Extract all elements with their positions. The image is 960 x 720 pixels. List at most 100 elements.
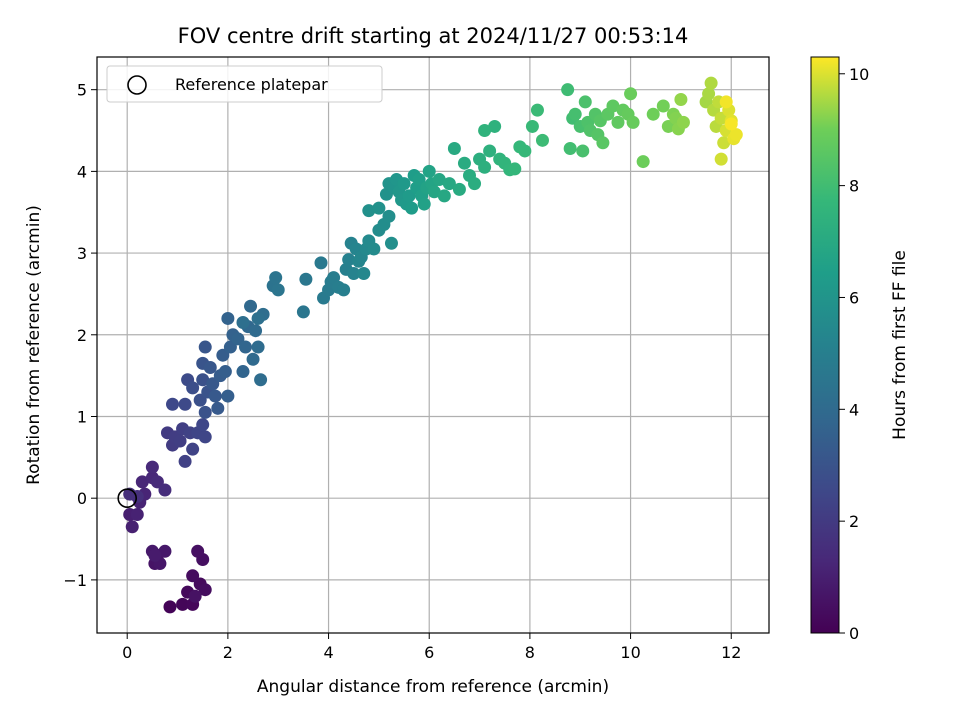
data-point [314,256,328,270]
data-point [432,173,446,187]
data-point [221,389,235,403]
y-tick-label: 4 [77,162,87,181]
data-point [422,164,436,178]
data-point [478,160,492,174]
colorbar-ticks: 0 2 4 6 8 10 [839,65,869,643]
data-point [145,460,159,474]
legend-entry-reference: Reference platepar [175,75,328,94]
data-point [158,483,172,497]
data-point [397,177,411,191]
data-point [208,389,222,403]
data-point [196,418,210,432]
data-point [249,324,263,338]
data-point [624,87,638,101]
data-point [357,267,371,281]
colorbar-label: Hours from first FF file [890,250,910,440]
x-tick-label: 12 [721,643,741,662]
colorbar-tick-label: 0 [849,624,859,643]
colorbar-gradient [810,56,840,634]
data-point [158,544,172,558]
legend: Reference platepar [106,65,383,103]
data-point [729,128,743,142]
data-point [296,305,310,319]
data-point [661,119,675,133]
data-point [206,377,220,391]
data-point [186,381,200,395]
data-point [611,115,625,129]
data-point [231,332,245,346]
y-tick-label: 2 [77,326,87,345]
data-point [198,430,212,444]
data-point [342,253,356,267]
data-point [251,340,265,354]
colorbar-tick-label: 4 [849,400,859,419]
y-tick-label: −1 [63,571,87,590]
colorbar-tick-label: 8 [849,177,859,196]
data-point [223,340,237,354]
data-point [216,348,230,362]
data-point [251,311,265,325]
colorbar-tick-label: 6 [849,288,859,307]
data-point [508,162,522,176]
data-point [646,107,660,121]
data-point [178,454,192,468]
data-point [468,177,482,191]
data-point [530,103,544,117]
data-point [203,360,217,374]
x-axis-ticks: 0 2 4 6 8 10 12 [122,633,741,662]
data-point [561,83,575,97]
data-point [702,87,716,101]
y-axis-label: Rotation from reference (arcmin) [24,205,44,485]
data-point [636,155,650,169]
data-point [704,76,718,90]
data-point [191,544,205,558]
data-point [135,475,149,489]
data-point [337,283,351,297]
y-tick-label: 3 [77,244,87,263]
colorbar-tick-label: 2 [849,512,859,531]
data-point [405,201,419,215]
data-point [596,136,610,150]
data-point [626,115,640,129]
data-point [166,397,180,411]
data-point [518,144,532,158]
data-point [327,271,341,285]
y-tick-label: 1 [77,407,87,426]
plot-frame [96,56,770,634]
data-point [384,236,398,250]
data-point [238,340,252,354]
legend-box [106,65,383,103]
data-point [674,92,688,106]
data-point [367,242,381,256]
data-point [362,204,376,218]
data-point [198,583,212,597]
data-point [457,156,471,170]
data-point [417,197,431,211]
data-point [193,393,207,407]
data-point [254,373,268,387]
y-tick-label: 5 [77,81,87,100]
x-tick-label: 8 [525,643,535,662]
data-point [452,182,466,196]
data-point [382,209,396,223]
legend-marker [127,75,147,95]
data-point [447,142,461,156]
x-tick-label: 10 [620,643,640,662]
data-point [269,271,283,285]
data-point [186,442,200,456]
x-axis-label: Angular distance from reference (arcmin) [257,677,609,697]
data-point [478,124,492,138]
colorbar: 0 2 4 6 8 10 Hours from first FF file [810,56,910,643]
data-point [236,365,250,379]
reference-point-marker [117,488,138,508]
data-point [717,136,731,150]
data-point [576,144,590,158]
data-point [578,95,592,109]
data-point [178,397,192,411]
data-point [606,99,620,113]
data-point [347,267,361,281]
data-point [442,177,456,191]
data-point [568,107,582,121]
data-point [488,119,502,133]
